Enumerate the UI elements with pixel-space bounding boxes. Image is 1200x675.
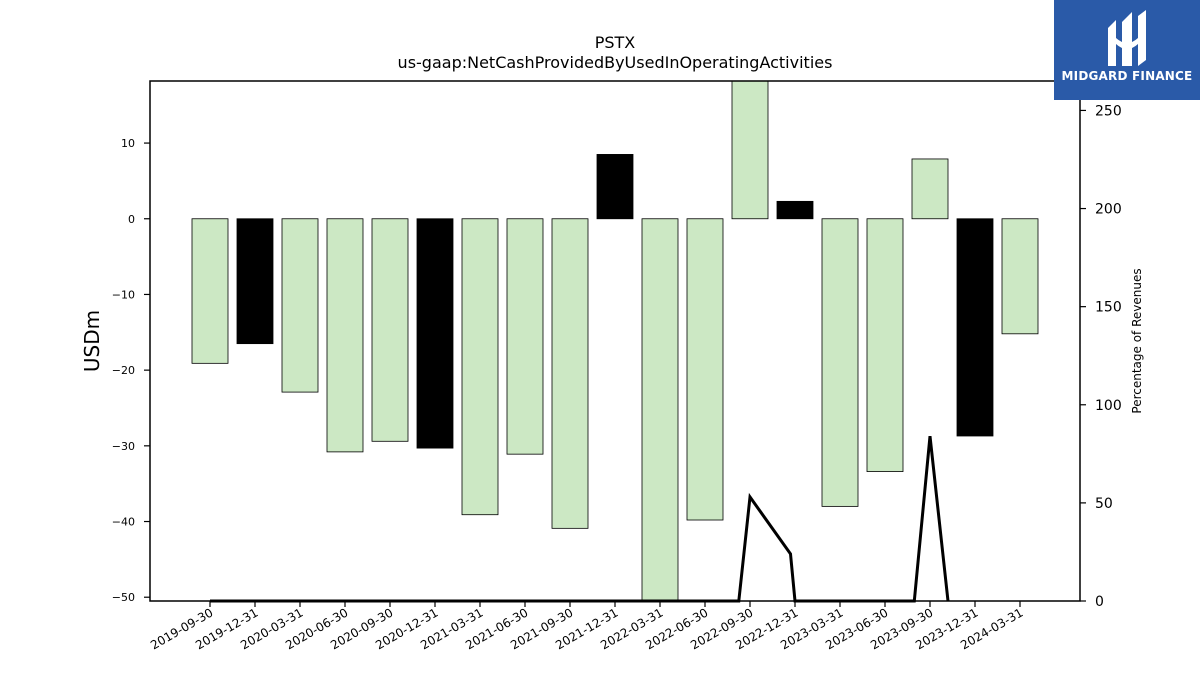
y2-tick-label: 0	[1095, 594, 1104, 610]
bar-2019-09-30	[191, 218, 229, 364]
midgard-finance-logo: MIDGARD FINANCE	[1054, 0, 1200, 100]
bar-2021-12-31	[596, 154, 634, 220]
y2-axis-ticks: 0 50 100 150 200 250	[1080, 103, 1122, 610]
y2-tick-label: 100	[1095, 398, 1122, 414]
y-tick-label: −20	[112, 364, 135, 377]
bar-2022-09-30	[731, 80, 769, 220]
y2-tick-label: 50	[1095, 496, 1113, 512]
plot-frame	[149, 80, 1081, 602]
y-axis-label: USDm	[80, 310, 104, 372]
chart-subtitle: us-gaap:NetCashProvidedByUsedInOperating…	[398, 53, 833, 72]
bar-2023-12-31	[956, 218, 994, 437]
y2-tick-label: 150	[1095, 300, 1122, 316]
y-tick-label: −10	[112, 288, 135, 301]
bar-2020-12-31	[416, 218, 454, 449]
y2-axis-label: Percentage of Revenues	[1130, 268, 1144, 413]
chart-title: PSTX	[595, 33, 636, 52]
y2-tick-label: 200	[1095, 202, 1122, 218]
bar-2024-03-31	[1001, 218, 1039, 335]
bar-2022-06-30	[686, 218, 724, 521]
logo-mark-icon	[1108, 10, 1146, 66]
bar-2023-09-30	[911, 158, 949, 220]
bar-2022-03-31	[641, 218, 679, 602]
bar-2022-12-31	[776, 200, 814, 220]
bar-2021-06-30	[506, 218, 544, 455]
bar-2020-03-31	[281, 218, 319, 393]
bar-2020-06-30	[326, 218, 364, 453]
logo-text: MIDGARD FINANCE	[1061, 69, 1193, 83]
y2-tick-label: 250	[1095, 103, 1122, 119]
y-tick-label: 10	[121, 137, 135, 150]
bars-group	[191, 80, 1039, 602]
bar-2021-03-31	[461, 218, 499, 516]
bar-2023-06-30	[866, 218, 904, 472]
bar-2021-09-30	[551, 218, 589, 529]
bar-2020-09-30	[371, 218, 409, 442]
bar-2023-03-31	[821, 218, 859, 507]
bar-2019-12-31	[236, 218, 274, 345]
y-tick-label: −40	[112, 516, 135, 529]
y-tick-label: −50	[112, 591, 135, 604]
x-axis-ticks: 2019-09-302019-12-312020-03-312020-06-30…	[148, 601, 1026, 652]
y-tick-label: 0	[128, 213, 135, 226]
y-axis-ticks: −50 −40 −30 −20 −10 0 10	[112, 137, 150, 604]
y-tick-label: −30	[112, 440, 135, 453]
